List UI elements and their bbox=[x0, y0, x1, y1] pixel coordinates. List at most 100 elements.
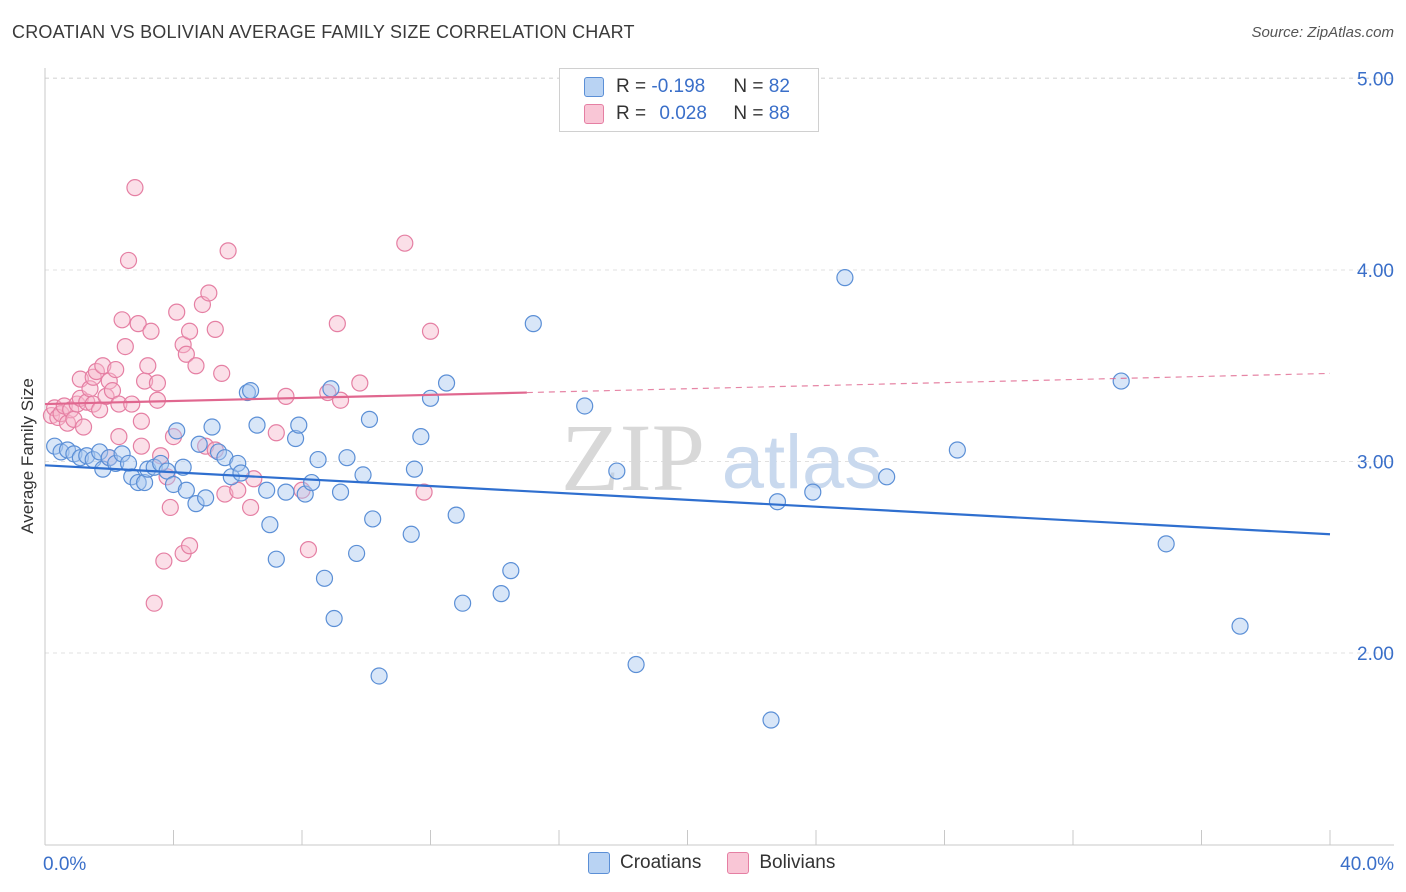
bolivians-legend-label: Bolivians bbox=[759, 852, 836, 873]
croatians-point bbox=[248, 416, 266, 434]
bolivians-point bbox=[396, 234, 414, 252]
croatians-point bbox=[412, 428, 430, 446]
croatians-point bbox=[762, 711, 780, 729]
croatians-point bbox=[113, 445, 131, 463]
bolivians-point bbox=[132, 412, 150, 430]
croatians-point bbox=[348, 544, 366, 563]
croatians-r-value: -0.198 bbox=[651, 76, 706, 97]
bolivians-swatch bbox=[584, 104, 604, 124]
bolivians-point bbox=[213, 364, 231, 383]
bolivians-point bbox=[126, 179, 144, 197]
bolivians-point bbox=[242, 498, 260, 517]
croatians-point bbox=[119, 454, 138, 473]
croatians-point bbox=[168, 422, 186, 440]
croatians-point bbox=[608, 462, 626, 480]
croatians-point bbox=[71, 449, 89, 467]
croatians-point bbox=[315, 569, 334, 587]
bolivians-point bbox=[328, 315, 346, 333]
bolivians-point bbox=[415, 483, 433, 501]
croatians-point bbox=[492, 585, 510, 603]
bolivians-point bbox=[148, 374, 167, 392]
watermark: ZIP atlas bbox=[561, 404, 882, 511]
bolivians-point bbox=[267, 424, 285, 442]
bolivians-n-value: 88 bbox=[768, 103, 790, 124]
croatians-point bbox=[524, 315, 542, 333]
croatians-point bbox=[187, 495, 205, 513]
bolivians-point bbox=[94, 357, 112, 375]
croatians-point bbox=[454, 594, 472, 612]
croatians-point bbox=[402, 525, 420, 543]
croatians-point bbox=[290, 416, 308, 434]
bolivians-point bbox=[145, 594, 163, 612]
bolivians-point bbox=[74, 418, 93, 436]
croatians-point bbox=[129, 473, 147, 492]
croatians-point bbox=[232, 464, 250, 482]
bolivians-point bbox=[216, 485, 234, 503]
watermark-atlas: atlas bbox=[722, 420, 883, 505]
croatians-point bbox=[627, 655, 645, 674]
bolivians-point bbox=[421, 322, 440, 340]
x-tick-label-min: 0.0% bbox=[43, 854, 86, 875]
croatians-point bbox=[948, 441, 966, 459]
croatians-point bbox=[338, 449, 356, 467]
croatians-point bbox=[878, 468, 896, 486]
watermark-zip: ZIP bbox=[561, 404, 705, 511]
croatians-point bbox=[242, 382, 260, 400]
bolivians-point bbox=[180, 322, 199, 340]
croatians-point bbox=[303, 473, 321, 492]
bolivians-point bbox=[299, 540, 318, 559]
croatians-point bbox=[364, 510, 382, 528]
croatians-point bbox=[1231, 617, 1249, 635]
axes bbox=[44, 68, 1394, 846]
bolivians-point bbox=[168, 303, 186, 321]
bolivians-point bbox=[123, 395, 141, 413]
bolivians-point bbox=[129, 315, 147, 333]
croatians-point bbox=[267, 550, 285, 568]
bolivians-point bbox=[107, 360, 125, 379]
croatians-point bbox=[354, 466, 372, 484]
croatians-point bbox=[258, 481, 276, 499]
bolivians-point bbox=[277, 387, 295, 405]
bolivians-point bbox=[180, 537, 199, 555]
croatians-point bbox=[177, 481, 195, 499]
bolivians-n-label: N = bbox=[733, 103, 769, 124]
croatians-points bbox=[46, 269, 1249, 729]
gridlines bbox=[45, 77, 1394, 654]
croatians-point bbox=[107, 454, 125, 473]
croatians-point bbox=[322, 380, 340, 398]
bolivians-points bbox=[42, 179, 440, 612]
croatians-point bbox=[768, 493, 787, 511]
bolivians-point bbox=[177, 345, 195, 363]
bolivians-point bbox=[113, 311, 131, 329]
bolivians-point bbox=[351, 374, 369, 392]
croatians-point bbox=[1112, 372, 1130, 390]
croatians-point bbox=[229, 454, 247, 473]
bolivians-point bbox=[110, 395, 128, 413]
croatians-trend-line bbox=[44, 464, 1331, 536]
bolivians-r-value: 0.028 bbox=[659, 103, 707, 124]
bolivians-legend-swatch bbox=[727, 852, 750, 874]
croatians-point bbox=[360, 410, 379, 428]
legend-item-bolivians[interactable]: Bolivians bbox=[727, 852, 835, 874]
croatians-point bbox=[135, 473, 154, 492]
y-tick-label: 4.00 bbox=[1357, 261, 1394, 282]
croatians-r-label: R = bbox=[616, 76, 652, 97]
croatians-point bbox=[437, 374, 456, 392]
legend-item-croatians[interactable]: Croatians bbox=[588, 852, 701, 874]
croatians-point bbox=[421, 389, 440, 407]
tick-labels: 2.00 3.00 4.00 5.00 0.0% 40.0% bbox=[43, 70, 1394, 876]
croatians-point bbox=[209, 443, 228, 461]
croatians-point bbox=[576, 397, 594, 415]
legend-row-bolivians: R = 0.028 N = 88 bbox=[584, 102, 790, 126]
bolivians-point bbox=[219, 242, 237, 260]
croatians-point bbox=[261, 516, 279, 534]
bolivians-trend-extension bbox=[526, 372, 1331, 394]
bolivians-point bbox=[142, 322, 160, 340]
croatians-point bbox=[502, 562, 520, 580]
bolivians-point bbox=[161, 498, 179, 517]
croatians-n-value: 82 bbox=[768, 76, 790, 97]
croatians-legend-label: Croatians bbox=[620, 852, 702, 873]
croatians-point bbox=[190, 435, 208, 453]
bolivians-point bbox=[200, 284, 218, 302]
